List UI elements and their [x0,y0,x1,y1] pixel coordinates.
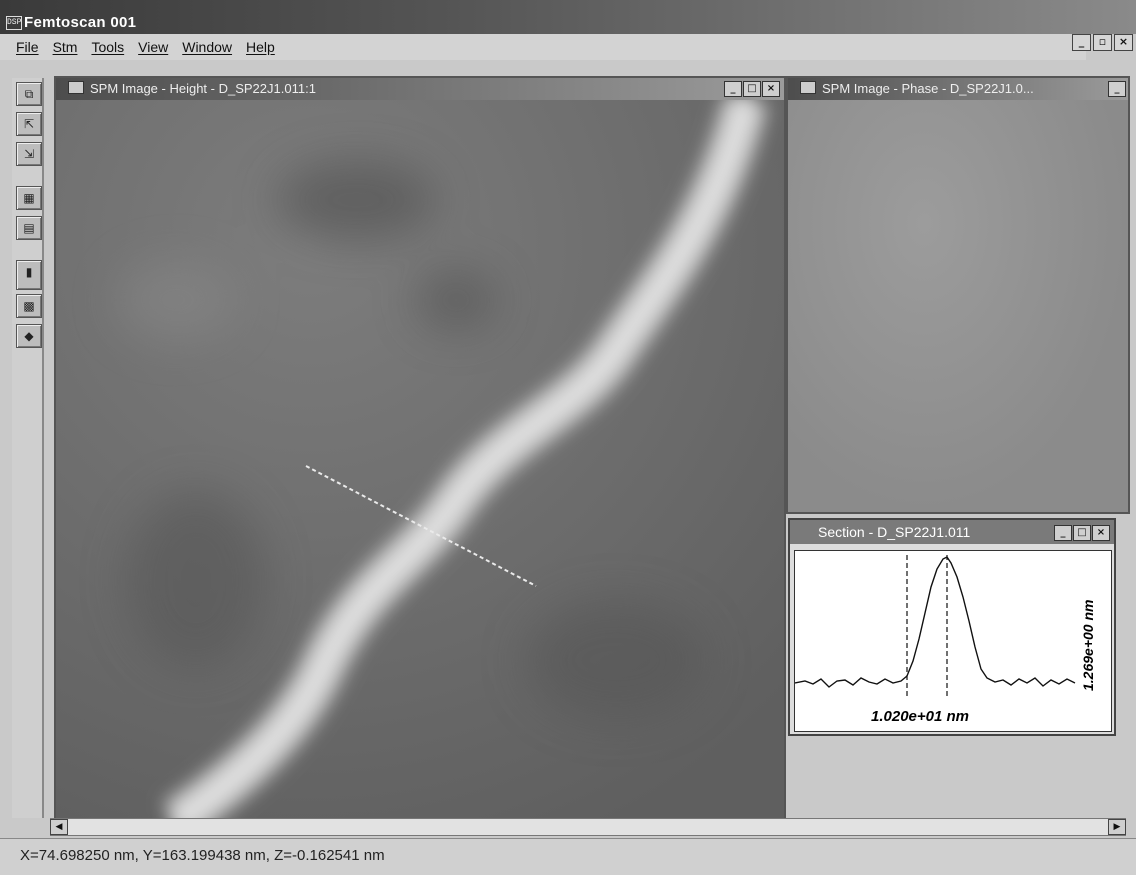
scroll-left-icon[interactable]: ◀ [50,819,68,835]
surface-texture [116,160,706,720]
import-icon[interactable]: ⇲ [16,142,42,166]
height-image-window[interactable]: SPM Image - Height - D_SP22J1.011:1 _ □ … [54,76,786,822]
cursor-coordinates: X=74.698250 nm, Y=163.199438 nm, Z=-0.16… [20,847,385,864]
menu-view[interactable]: View [138,39,169,55]
app-close-button[interactable]: × [1114,34,1133,51]
copy-icon[interactable]: ⧉ [16,82,42,106]
horizontal-scrollbar[interactable]: ◀ ▶ [50,818,1126,836]
section-y-label: 1.269e+00 nm [1080,600,1096,691]
height-window-controls: _ □ × [724,81,780,97]
phase-window-controls: _ [1108,81,1126,97]
phase-minimize-button[interactable]: _ [1108,81,1126,97]
phase-image[interactable] [788,100,1128,512]
phase-image-window[interactable]: SPM Image - Phase - D_SP22J1.0... _ [786,76,1130,514]
menu-help[interactable]: Help [246,39,275,55]
section-profile-svg: 1.020e+01 nm 1.269e+00 nm [794,555,1096,725]
section-window-controls: _ □ × [1054,525,1110,541]
scroll-right-icon[interactable]: ▶ [1108,819,1126,835]
save-icon[interactable]: ▮ [16,260,42,290]
app-title-bar: DSP Femtoscan 001 [0,0,1136,34]
height-window-title-bar[interactable]: SPM Image - Height - D_SP22J1.011:1 [56,78,784,100]
menu-stm[interactable]: Stm [52,39,78,55]
height-maximize-button[interactable]: □ [743,81,761,97]
app-minimize-button[interactable]: _ [1072,34,1091,51]
scan-icon[interactable]: ▦ [16,186,42,210]
section-maximize-button[interactable]: □ [1073,525,1091,541]
height-close-button[interactable]: × [762,81,780,97]
status-bar: X=74.698250 nm, Y=163.199438 nm, Z=-0.16… [0,838,1136,875]
section-window[interactable]: Section - D_SP22J1.011 _ □ × 1.020e+01 n… [788,518,1116,736]
section-x-label: 1.020e+01 nm [871,708,969,725]
menu-bar: File Stm Tools View Window Help [0,34,1086,60]
height-map-svg [56,100,784,820]
section-profile-panel: 1.020e+01 nm 1.269e+00 nm [794,550,1112,732]
export-icon[interactable]: ⇱ [16,112,42,136]
section-minimize-button[interactable]: _ [1054,525,1072,541]
height-image[interactable] [56,100,784,820]
profile-curve [794,556,1076,688]
menu-file[interactable]: File [16,39,39,55]
image-window-icon [68,81,84,94]
grid-icon[interactable]: ▩ [16,294,42,318]
section-line[interactable] [305,465,537,587]
left-toolbar: ⧉ ⇱ ⇲ ▦ ▤ ▮ ▩ ◆ [12,78,44,818]
app-logo-icon: DSP [6,16,22,30]
shield-icon[interactable]: ◆ [16,324,42,348]
height-window-title: SPM Image - Height - D_SP22J1.011:1 [90,81,316,96]
app-title: Femtoscan 001 [24,14,137,31]
menu-window[interactable]: Window [182,39,233,55]
image-window-icon [800,81,816,94]
phase-window-title: SPM Image - Phase - D_SP22J1.0... [822,81,1034,96]
section-window-title: Section - D_SP22J1.011 [818,524,971,540]
menu-tools[interactable]: Tools [91,39,125,55]
app-window-controls: _ ▫ × [1072,34,1133,52]
app-restore-button[interactable]: ▫ [1093,34,1112,51]
height-minimize-button[interactable]: _ [724,81,742,97]
phase-window-title-bar[interactable]: SPM Image - Phase - D_SP22J1.0... [788,78,1128,100]
filter-icon[interactable]: ▤ [16,216,42,240]
section-close-button[interactable]: × [1092,525,1110,541]
